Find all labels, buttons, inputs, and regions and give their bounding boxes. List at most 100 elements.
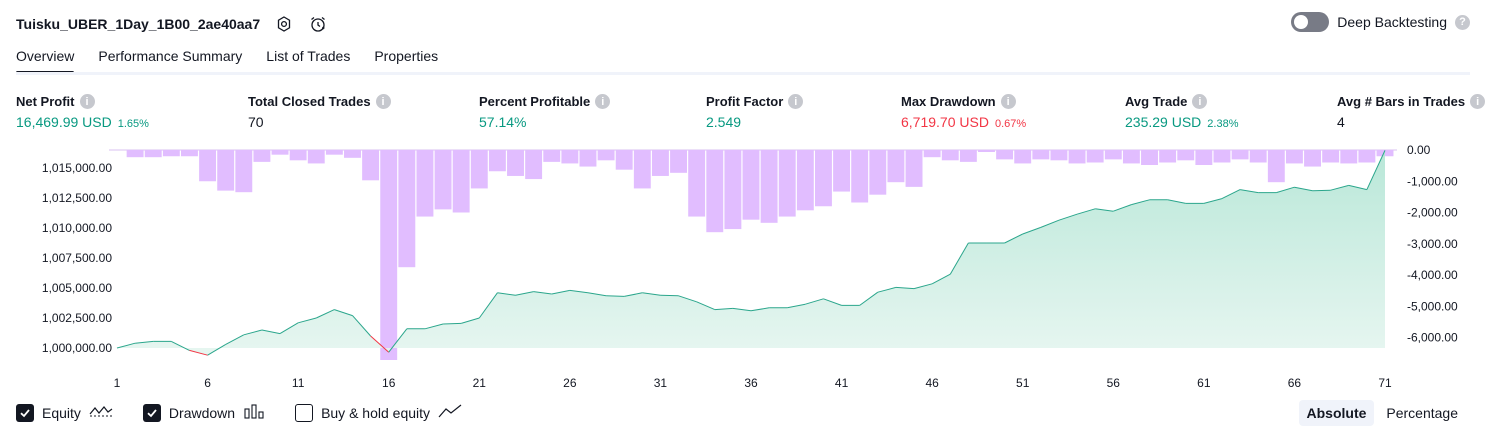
info-icon[interactable]: i xyxy=(79,94,95,109)
deep-backtesting-toggle[interactable] xyxy=(1291,12,1330,32)
drawdown-bar xyxy=(380,150,398,360)
drawdown-bar xyxy=(543,150,561,162)
chart-legend: Equity Drawdown Buy & hold equity xyxy=(16,403,462,422)
tab-list-of-trades[interactable]: List of Trades xyxy=(266,48,351,64)
equity-segment xyxy=(1203,198,1223,204)
tab-overview[interactable]: Overview xyxy=(16,48,75,74)
x-axis-tick: 31 xyxy=(654,376,668,390)
metric-label: Profit Factor xyxy=(706,94,784,109)
info-icon[interactable]: i xyxy=(1470,94,1486,109)
drawdown-bars xyxy=(109,149,1397,360)
drawdown-bar xyxy=(1050,150,1068,161)
equity-segment xyxy=(171,340,190,351)
right-axis-tick: -6,000.00 xyxy=(1407,331,1458,345)
drawdown-bar xyxy=(1322,150,1340,163)
x-axis-tick: 6 xyxy=(204,376,211,390)
drawdown-bar xyxy=(434,150,452,210)
equity-segment xyxy=(388,328,408,353)
help-icon[interactable]: ? xyxy=(1455,14,1470,30)
checkbox-checked-icon[interactable] xyxy=(142,403,161,422)
drawdown-bar xyxy=(325,150,343,155)
tab-performance-summary[interactable]: Performance Summary xyxy=(98,48,243,64)
equity-segment xyxy=(533,291,552,295)
drawdown-bar xyxy=(362,150,380,181)
x-axis-tick: 56 xyxy=(1107,376,1121,390)
info-icon[interactable]: i xyxy=(788,94,804,109)
percentage-button[interactable]: Percentage xyxy=(1386,405,1458,421)
equity-area xyxy=(117,150,1385,356)
tabs-divider xyxy=(16,72,1470,75)
x-axis-tick: 26 xyxy=(563,376,577,390)
metric-value: 235.29 USD xyxy=(1125,114,1202,130)
metric-label: Max Drawdown xyxy=(901,94,996,109)
drawdown-bar xyxy=(941,150,959,161)
drawdown-bar xyxy=(1104,150,1122,160)
drawdown-bar xyxy=(1122,150,1140,164)
metric-value: 16,469.99 USD xyxy=(16,114,112,130)
drawdown-bar xyxy=(1304,150,1321,167)
drawdown-bar xyxy=(869,150,887,195)
alarm-clock-icon[interactable] xyxy=(308,14,328,34)
x-axis-tick: 46 xyxy=(925,376,939,390)
equity-drawdown-chart[interactable]: 1,015,000.00 1,012,500.00 1,010,000.00 1,00… xyxy=(0,138,1486,396)
drawdown-bar xyxy=(162,150,180,157)
metric-avg-bars: Avg # Bars in Trades i 4 xyxy=(1337,94,1486,130)
equity-segment xyxy=(515,291,534,296)
drawdown-bar xyxy=(905,150,923,187)
drawdown-bar xyxy=(615,150,633,170)
metric-max-drawdown: Max Drawdown i 6,719.70 USD 0.67% xyxy=(901,94,1026,130)
equity-segment xyxy=(678,295,697,303)
drawdown-bar xyxy=(778,150,796,217)
legend-buy-hold-equity[interactable]: Buy & hold equity xyxy=(295,403,462,422)
left-axis-tick: 1,005,000.00 xyxy=(42,281,112,295)
settings-icon[interactable] xyxy=(274,14,294,34)
drawdown-bar xyxy=(416,150,434,217)
equity-segment xyxy=(1221,189,1241,200)
equity-segment xyxy=(352,315,371,337)
equity-segment xyxy=(261,329,281,335)
x-axis-tick: 11 xyxy=(292,376,305,390)
info-icon[interactable]: i xyxy=(595,94,611,109)
equity-segment xyxy=(606,295,625,297)
drawdown-bar xyxy=(706,150,724,233)
left-axis-tick: 1,007,500.00 xyxy=(42,251,112,265)
x-axis-tick: 61 xyxy=(1197,376,1211,390)
x-axis-tick: 21 xyxy=(473,376,487,390)
drawdown-bar xyxy=(1032,150,1050,160)
equity-segment xyxy=(587,292,607,297)
info-icon[interactable]: i xyxy=(1192,94,1208,109)
equity-segment xyxy=(461,317,480,324)
drawdown-bar xyxy=(561,150,579,164)
drawdown-bar xyxy=(1141,150,1158,166)
legend-equity[interactable]: Equity xyxy=(16,403,113,422)
right-axis-tick: 0.00 xyxy=(1407,143,1431,157)
info-icon[interactable]: i xyxy=(375,94,391,109)
info-icon[interactable]: i xyxy=(1000,94,1016,109)
metric-label: Percent Profitable xyxy=(479,94,591,109)
drawdown-bar xyxy=(470,150,488,189)
equity-segment xyxy=(1131,199,1150,206)
equity-segment xyxy=(823,298,842,306)
equity-segment xyxy=(1113,204,1132,212)
checkbox-checked-icon[interactable] xyxy=(16,403,34,422)
left-axis-tick: 1,000,000.00 xyxy=(42,341,112,355)
equity-segment xyxy=(1240,189,1259,194)
equity-segment xyxy=(497,292,516,296)
equity-segment xyxy=(424,323,444,330)
right-axis-tick: -3,000.00 xyxy=(1407,237,1458,251)
x-axis-tick: 16 xyxy=(382,376,396,390)
equity-segment xyxy=(298,317,317,324)
drawdown-bar xyxy=(1358,150,1376,163)
right-axis: 0.00 -1,000.00 -2,000.00 -3,000.00 -4,000.00… xyxy=(1407,143,1458,345)
legend-drawdown[interactable]: Drawdown xyxy=(142,403,265,422)
absolute-button[interactable]: Absolute xyxy=(1298,400,1375,426)
drawdown-bar xyxy=(452,150,470,213)
equity-segment xyxy=(225,334,245,345)
drawdown-bar xyxy=(144,150,162,158)
equity-segment xyxy=(1076,208,1096,215)
equity-segment xyxy=(642,292,661,296)
strategy-name: Tuisku_UBER_1Day_1B00_2ae40aa7 xyxy=(16,16,261,32)
checkbox-unchecked-icon[interactable] xyxy=(295,403,314,422)
tab-properties[interactable]: Properties xyxy=(374,48,439,64)
equity-segment xyxy=(714,307,733,311)
